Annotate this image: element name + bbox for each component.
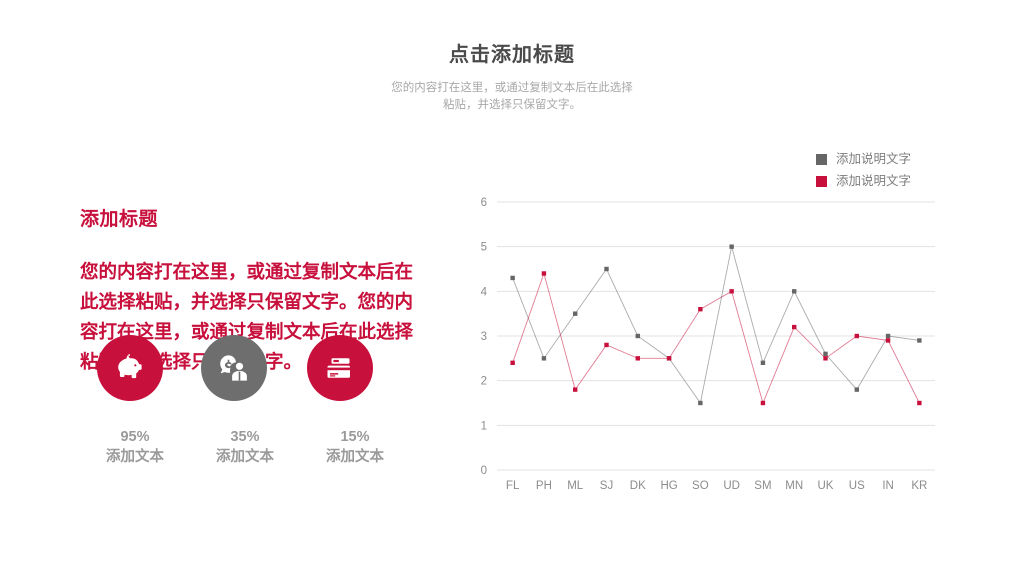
y-tick-label: 6	[481, 197, 487, 209]
data-point[interactable]	[885, 338, 891, 343]
x-tick-label: PH	[536, 480, 552, 490]
line-chart: 0 1 2 3 4 5 6 FL PH ML SJ DK HG SO UD SM MN UK US IN KR	[470, 190, 950, 490]
piggy-bank-icon-badge[interactable]	[97, 335, 163, 401]
legend-label-1: 添加说明文字	[836, 174, 912, 188]
y-tick-label: 3	[481, 331, 487, 343]
credit-card-icon-badge[interactable]	[307, 335, 373, 401]
x-tick-label: UK	[818, 480, 834, 490]
data-point[interactable]	[635, 333, 640, 339]
icon-row	[80, 335, 430, 405]
data-point[interactable]	[698, 400, 703, 406]
y-tick-label: 5	[481, 242, 487, 254]
x-tick-label: KR	[911, 480, 927, 490]
data-point[interactable]	[823, 356, 828, 361]
business-money-icon	[216, 352, 252, 384]
x-tick-label: MN	[785, 480, 803, 490]
data-point[interactable]	[604, 342, 609, 348]
y-tick-label: 0	[481, 465, 487, 477]
data-point[interactable]	[760, 400, 766, 406]
x-tick-label: SJ	[600, 480, 613, 490]
legend-label-0: 添加说明文字	[836, 152, 912, 166]
stat-label-2: 添加文本	[326, 449, 384, 465]
data-point[interactable]	[823, 351, 828, 357]
data-point[interactable]	[573, 311, 578, 316]
stat-item-2: 15% 添加文本	[300, 428, 410, 468]
stat-label-0: 添加文本	[106, 449, 164, 465]
piggy-bank-icon	[113, 353, 147, 383]
x-tick-label: SM	[754, 480, 771, 490]
y-tick-label: 2	[481, 376, 487, 388]
credit-card-icon	[322, 353, 358, 383]
stat-item-0: 95% 添加文本	[80, 428, 190, 468]
data-point[interactable]	[917, 338, 922, 343]
stats-row: 95% 添加文本 35% 添加文本 15% 添加文本	[80, 428, 430, 468]
stat-value-1: 35%	[230, 429, 260, 445]
x-tick-label: FL	[506, 480, 520, 490]
data-point[interactable]	[635, 356, 640, 361]
data-point[interactable]	[604, 266, 609, 272]
page-title: 点击添加标题	[449, 44, 575, 66]
data-point[interactable]	[792, 324, 797, 330]
chart-legend: 添加说明文字 添加说明文字	[816, 148, 911, 192]
stat-label-1: 添加文本	[216, 449, 274, 465]
data-point[interactable]	[510, 275, 515, 281]
series-line-1	[512, 271, 920, 405]
x-tick-label: HG	[660, 480, 677, 490]
line-chart-svg: 0 1 2 3 4 5 6 FL PH ML SJ DK HG SO UD SM MN UK US IN KR	[481, 197, 935, 490]
x-tick-label: US	[849, 480, 865, 490]
data-point[interactable]	[729, 289, 734, 294]
y-tick-label: 1	[481, 420, 487, 432]
data-point[interactable]	[510, 360, 515, 365]
stat-value-2: 15%	[340, 429, 370, 445]
stat-item-1: 35% 添加文本	[190, 428, 300, 468]
data-point[interactable]	[541, 271, 547, 276]
stat-value-0: 95%	[120, 429, 150, 445]
data-point[interactable]	[885, 333, 891, 339]
y-tick-label: 4	[481, 286, 488, 298]
x-tick-label: SO	[692, 480, 709, 490]
legend-swatch-gray	[816, 153, 827, 165]
legend-item-0[interactable]: 添加说明文字	[816, 148, 911, 170]
x-tick-label: UD	[723, 480, 740, 490]
business-money-icon-badge[interactable]	[201, 335, 267, 401]
left-panel-title: 添加标题	[80, 209, 159, 230]
series-line-0	[512, 246, 920, 405]
data-point[interactable]	[792, 289, 797, 294]
data-point[interactable]	[854, 387, 859, 392]
data-point[interactable]	[573, 387, 578, 392]
data-point[interactable]	[854, 333, 859, 339]
legend-item-1[interactable]: 添加说明文字	[816, 170, 911, 192]
page-subtitle-line-1: 您的内容打在这里，或通过复制文本后在此选择	[391, 82, 633, 94]
data-point[interactable]	[760, 360, 766, 365]
x-tick-label: DK	[630, 480, 646, 490]
x-tick-label: IN	[882, 480, 894, 490]
header: 点击添加标题 您的内容打在这里，或通过复制文本后在此选择 粘贴，并选择只保留文字…	[0, 42, 1024, 114]
legend-swatch-crimson	[816, 175, 827, 187]
data-point[interactable]	[666, 356, 672, 361]
data-point[interactable]	[541, 356, 547, 361]
data-point[interactable]	[917, 400, 922, 406]
page-subtitle-line-2: 粘贴，并选择只保留文字。	[443, 99, 581, 111]
page-subtitle: 您的内容打在这里，或通过复制文本后在此选择 粘贴，并选择只保留文字。	[0, 80, 1024, 114]
data-point[interactable]	[729, 244, 734, 249]
x-tick-label: ML	[567, 480, 584, 490]
data-point[interactable]	[698, 307, 703, 312]
